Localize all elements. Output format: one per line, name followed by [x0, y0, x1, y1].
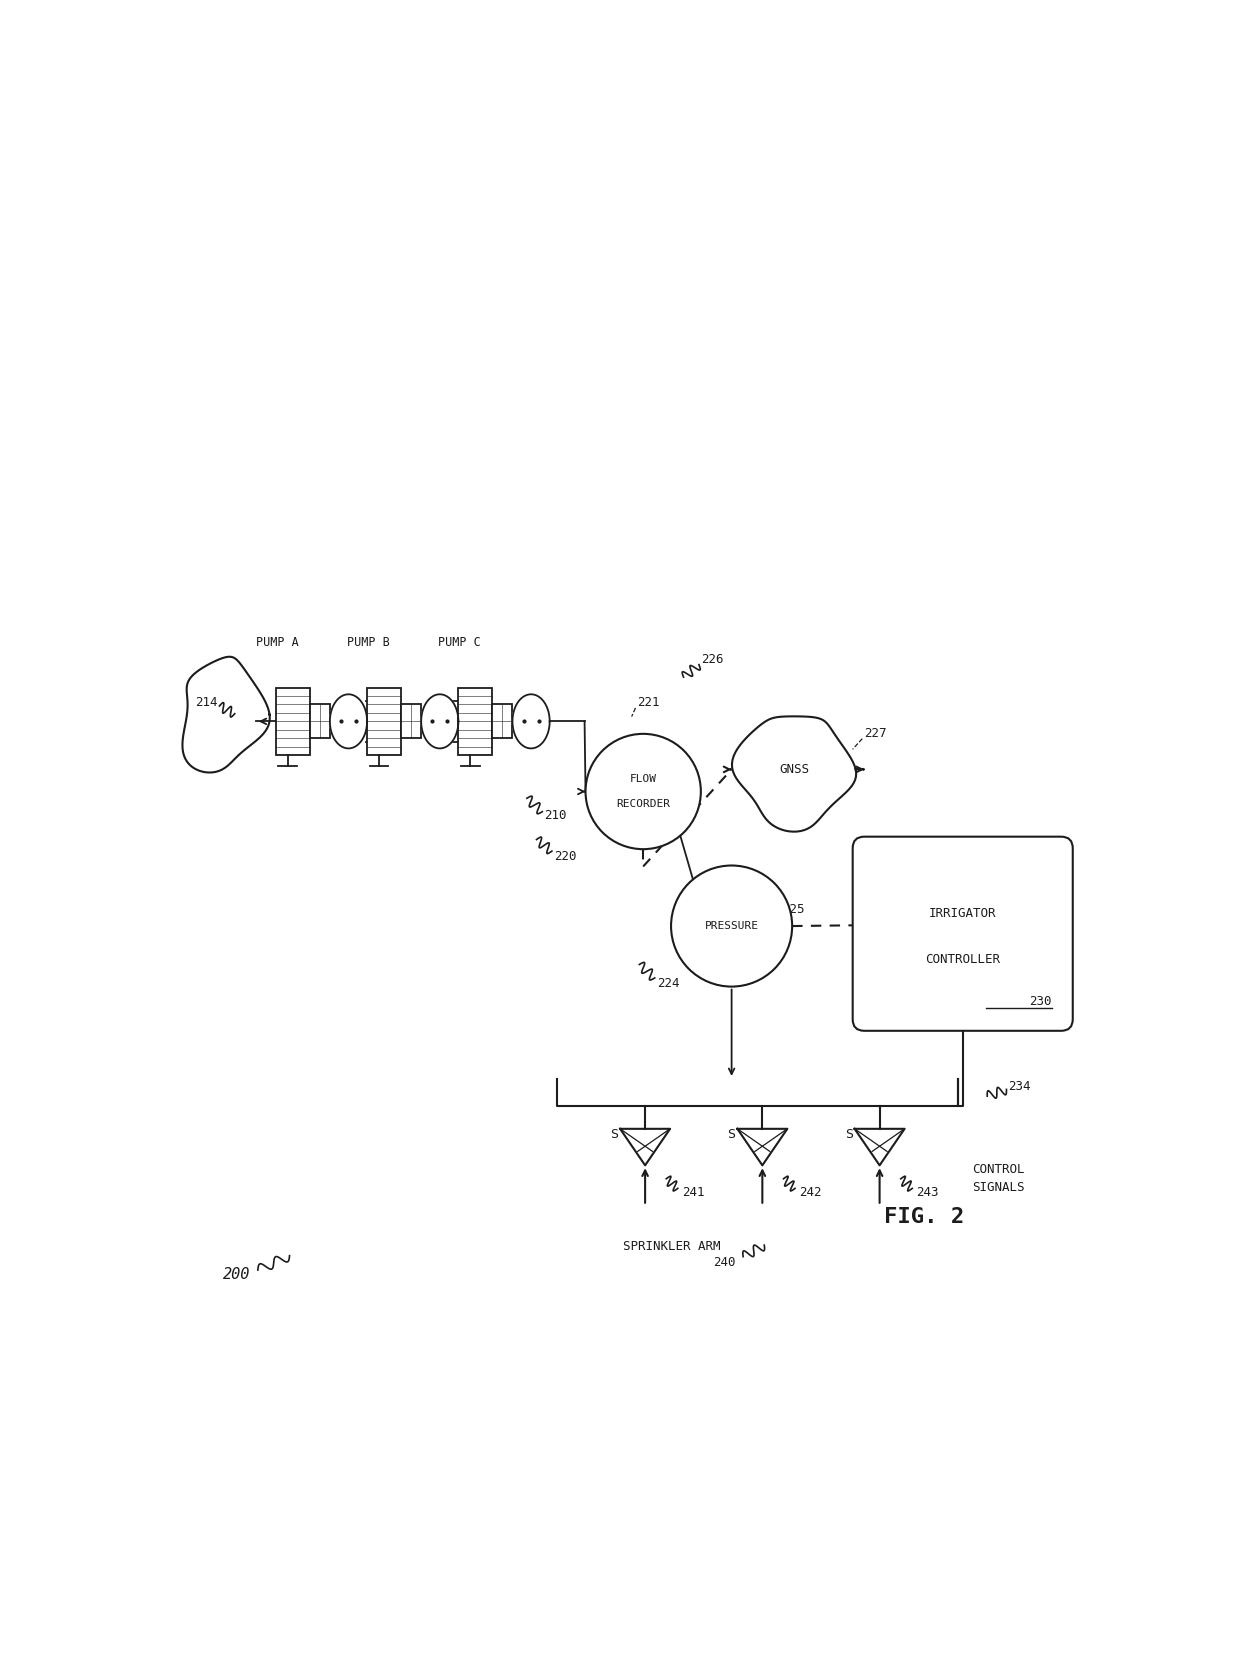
Text: S: S — [844, 1129, 853, 1140]
Text: PUMP B: PUMP B — [347, 637, 389, 649]
Text: 224: 224 — [657, 976, 680, 990]
Text: PUMP A: PUMP A — [255, 637, 299, 649]
FancyBboxPatch shape — [853, 836, 1073, 1032]
Text: FLOW: FLOW — [630, 774, 657, 784]
Text: S: S — [728, 1129, 735, 1140]
Text: IRRIGATOR: IRRIGATOR — [929, 906, 997, 920]
Text: FIG. 2: FIG. 2 — [884, 1207, 963, 1227]
Text: 240: 240 — [713, 1256, 735, 1269]
Text: 227: 227 — [864, 727, 887, 741]
Bar — [367, 687, 401, 756]
Circle shape — [585, 734, 701, 849]
Text: RECORDER: RECORDER — [616, 799, 670, 809]
Polygon shape — [512, 694, 549, 749]
Text: 221: 221 — [637, 696, 660, 709]
Text: 241: 241 — [682, 1185, 704, 1199]
Text: SPRINKLER ARM: SPRINKLER ARM — [624, 1239, 720, 1252]
Text: 225: 225 — [782, 903, 805, 916]
Bar — [275, 687, 310, 756]
Polygon shape — [732, 716, 856, 831]
Circle shape — [671, 866, 792, 986]
Text: 226: 226 — [701, 654, 723, 667]
Bar — [492, 704, 512, 739]
Text: PUMP C: PUMP C — [438, 637, 481, 649]
Text: S: S — [610, 1129, 619, 1140]
Text: 234: 234 — [1008, 1080, 1030, 1093]
Text: 242: 242 — [799, 1185, 821, 1199]
Text: 230: 230 — [1029, 995, 1052, 1008]
Text: 220: 220 — [554, 851, 577, 863]
Bar — [459, 687, 492, 756]
Bar — [310, 704, 330, 739]
Text: 200: 200 — [223, 1267, 250, 1282]
Polygon shape — [330, 694, 367, 749]
Text: CONTROLLER: CONTROLLER — [925, 953, 1001, 966]
Polygon shape — [422, 694, 459, 749]
Bar — [401, 704, 422, 739]
Text: GNSS: GNSS — [779, 762, 808, 776]
Text: 230: 230 — [1016, 986, 1038, 1000]
Polygon shape — [182, 657, 270, 772]
Text: PRESSURE: PRESSURE — [704, 921, 759, 931]
Text: 243: 243 — [916, 1185, 939, 1199]
Text: SIGNALS: SIGNALS — [972, 1180, 1025, 1194]
Text: CONTROL: CONTROL — [972, 1162, 1025, 1175]
Text: 210: 210 — [544, 809, 567, 823]
Text: 214: 214 — [195, 696, 217, 709]
